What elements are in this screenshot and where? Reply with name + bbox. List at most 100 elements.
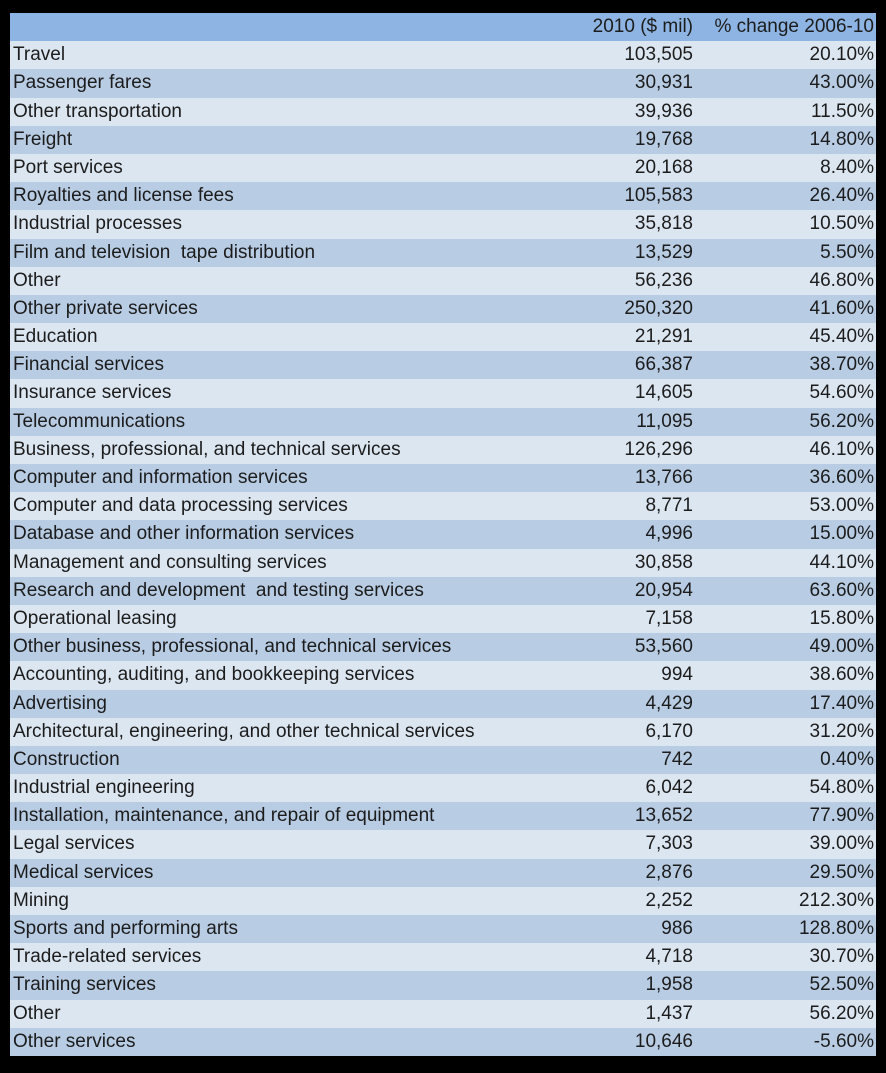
table-row: Industrial processes 35,818 10.50% bbox=[10, 210, 876, 239]
table-header: 2010 ($ mil) % change 2006-10 bbox=[10, 13, 876, 42]
row-pct-change: 56.20% bbox=[809, 1002, 874, 1024]
table-frame: 2010 ($ mil) % change 2006-10 Travel 103… bbox=[10, 13, 876, 1056]
row-pct-change: 77.90% bbox=[809, 805, 874, 827]
row-pct-change: 45.40% bbox=[809, 326, 874, 348]
row-label: Construction bbox=[13, 748, 120, 770]
row-value: 35,818 bbox=[634, 213, 693, 235]
table-row: Port services 20,168 8.40% bbox=[10, 153, 876, 183]
table-body: Travel 103,505 20.10% Passenger fares 30… bbox=[10, 41, 876, 1056]
row-pct-change: 20.10% bbox=[809, 44, 874, 66]
row-pct-change: 36.60% bbox=[809, 467, 874, 488]
table-row: Mining 2,252 212.30% bbox=[10, 886, 876, 915]
row-value: 7,303 bbox=[645, 833, 693, 855]
row-label: Industrial processes bbox=[13, 213, 182, 235]
table-row: Passenger fares 30,931 43.00% bbox=[10, 69, 876, 98]
row-pct-change: 53.00% bbox=[809, 495, 874, 517]
row-value: 53,560 bbox=[634, 636, 693, 658]
row-label: Industrial engineering bbox=[13, 777, 195, 799]
row-label: Other bbox=[13, 1002, 61, 1024]
row-label: Other bbox=[13, 269, 61, 291]
services-trade-table: 2010 ($ mil) % change 2006-10 Travel 103… bbox=[10, 13, 876, 1056]
row-pct-change: 0.40% bbox=[820, 748, 874, 770]
row-value: 4,429 bbox=[645, 692, 693, 714]
header-2010-value: 2010 ($ mil) bbox=[592, 16, 693, 37]
row-pct-change: 46.80% bbox=[809, 269, 874, 291]
table-row: Freight 19,768 14.80% bbox=[10, 125, 876, 154]
table-row: Travel 103,505 20.10% bbox=[10, 41, 876, 70]
table-row: Telecommunications 11,095 56.20% bbox=[10, 407, 876, 436]
row-value: 1,437 bbox=[645, 1002, 693, 1024]
table-row: Installation, maintenance, and repair of… bbox=[10, 802, 876, 831]
row-label: Financial services bbox=[13, 354, 164, 376]
row-value: 13,766 bbox=[634, 467, 693, 488]
row-pct-change: 43.00% bbox=[809, 72, 874, 94]
table-row: Management and consulting services 30,85… bbox=[10, 548, 876, 577]
table-row: Database and other information services … bbox=[10, 520, 876, 549]
row-value: 6,170 bbox=[645, 720, 693, 742]
row-value: 1,958 bbox=[645, 974, 693, 996]
row-pct-change: 49.00% bbox=[809, 636, 874, 658]
row-pct-change: 14.80% bbox=[809, 128, 874, 150]
row-label: Other transportation bbox=[13, 100, 182, 122]
row-value: 39,936 bbox=[634, 100, 693, 122]
table-row: Construction 742 0.40% bbox=[10, 745, 876, 775]
row-pct-change: 128.80% bbox=[798, 918, 874, 939]
row-label: Royalties and license fees bbox=[13, 185, 234, 207]
row-value: 66,387 bbox=[634, 354, 693, 376]
row-label: Film and television tape distribution bbox=[13, 241, 316, 263]
row-label: Architectural, engineering, and other te… bbox=[13, 720, 475, 742]
row-label: Management and consulting services bbox=[13, 551, 327, 573]
row-value: 30,931 bbox=[634, 72, 693, 94]
row-pct-change: 56.20% bbox=[809, 410, 874, 432]
row-label: Telecommunications bbox=[13, 410, 186, 432]
table-row: Computer and information services 13,766… bbox=[10, 464, 876, 493]
table-row: Sports and performing arts 986 128.80% bbox=[10, 915, 876, 944]
row-value: 10,646 bbox=[634, 1030, 693, 1052]
row-value: 56,236 bbox=[634, 269, 693, 291]
row-pct-change: 63.60% bbox=[809, 579, 874, 601]
table-row: Research and development and testing ser… bbox=[10, 576, 876, 605]
row-label: Mining bbox=[13, 889, 69, 911]
row-value: 994 bbox=[661, 664, 693, 686]
table-row: Operational leasing 7,158 15.80% bbox=[10, 604, 876, 634]
table-row: Royalties and license fees 105,583 26.40… bbox=[10, 182, 876, 211]
row-label: Operational leasing bbox=[13, 607, 177, 629]
table-row: Medical services 2,876 29.50% bbox=[10, 858, 876, 887]
row-pct-change: 38.60% bbox=[809, 664, 874, 686]
header-empty-cell bbox=[10, 13, 470, 41]
row-label: Port services bbox=[13, 156, 123, 178]
row-pct-change: 8.40% bbox=[820, 156, 874, 178]
row-value: 2,876 bbox=[645, 861, 693, 883]
row-pct-change: 52.50% bbox=[809, 974, 874, 996]
row-pct-change: 54.60% bbox=[809, 382, 874, 404]
row-pct-change: 41.60% bbox=[809, 297, 874, 319]
row-label: Insurance services bbox=[13, 382, 172, 404]
row-label: Sports and performing arts bbox=[13, 918, 238, 939]
table-row: Industrial engineering 6,042 54.80% bbox=[10, 774, 876, 803]
row-pct-change: 17.40% bbox=[809, 692, 874, 714]
table-row: Other business, professional, and techni… bbox=[10, 633, 876, 662]
row-pct-change: 54.80% bbox=[809, 777, 874, 799]
table-row: Legal services 7,303 39.00% bbox=[10, 830, 876, 859]
table-row: Computer and data processing services 8,… bbox=[10, 492, 876, 521]
row-value: 250,320 bbox=[624, 297, 693, 319]
row-value: 11,095 bbox=[636, 410, 693, 432]
table-row: Film and television tape distribution 13… bbox=[10, 238, 876, 267]
table-row: Training services 1,958 52.50% bbox=[10, 971, 876, 1000]
row-value: 20,954 bbox=[634, 579, 693, 601]
row-label: Medical services bbox=[13, 861, 154, 883]
row-value: 742 bbox=[661, 748, 693, 770]
table-row: Other transportation 39,936 11.50% bbox=[10, 97, 876, 126]
row-label: Training services bbox=[13, 974, 156, 996]
row-value: 4,996 bbox=[645, 523, 693, 545]
row-pct-change: 39.00% bbox=[809, 833, 874, 855]
row-value: 7,158 bbox=[645, 607, 693, 629]
row-pct-change: 212.30% bbox=[798, 889, 874, 911]
row-value: 19,768 bbox=[634, 128, 693, 150]
table-row: Accounting, auditing, and bookkeeping se… bbox=[10, 661, 876, 690]
row-pct-change: 5.50% bbox=[820, 241, 874, 263]
row-pct-change: 30.70% bbox=[809, 946, 874, 968]
header-pct-change: % change 2006-10 bbox=[714, 16, 874, 37]
row-label: Installation, maintenance, and repair of… bbox=[13, 805, 435, 827]
row-pct-change: 26.40% bbox=[809, 185, 874, 207]
